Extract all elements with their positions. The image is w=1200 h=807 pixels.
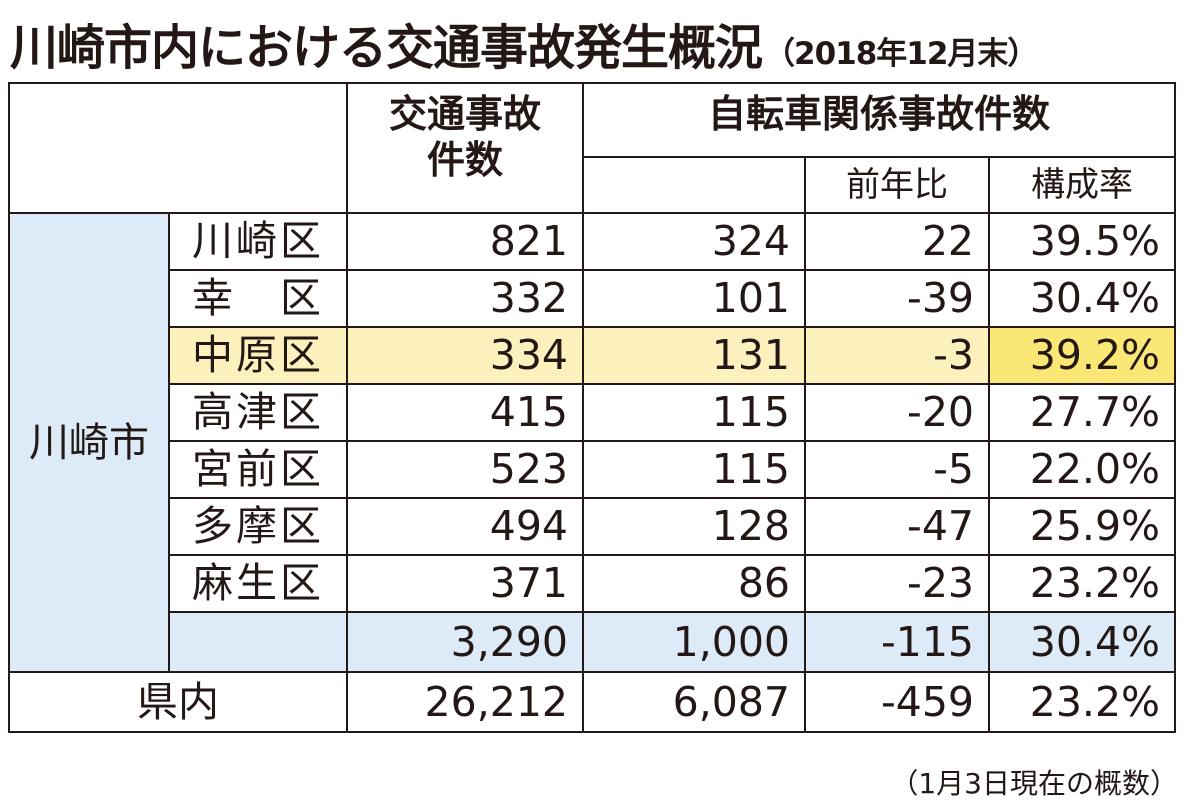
bicycle-cell: 101 — [582, 269, 806, 328]
header-yoy: 前年比 — [804, 156, 990, 214]
footnote: （1月3日現在の概数） — [890, 767, 1178, 800]
accidents-cell: 3,290 — [346, 611, 584, 673]
header-row: 交通事故件数 自転車関係事故件数 — [8, 82, 1176, 214]
header-ratio: 構成率 — [988, 156, 1176, 214]
ratio-cell: 27.7% — [988, 383, 1176, 442]
accidents-cell: 371 — [346, 554, 584, 613]
yoy-cell: -115 — [804, 611, 990, 673]
prefecture-label: 県内 — [8, 671, 348, 733]
ratio-cell: 25.9% — [988, 497, 1176, 556]
subheader-row: 前年比 構成率 — [9, 156, 1176, 214]
table-row-highlighted: 中原区 334 131 -3 39.2% — [9, 326, 1176, 385]
yoy-cell: 22 — [804, 212, 990, 271]
accidents-cell: 415 — [346, 383, 584, 442]
table-row: 幸 区 332 101 -39 30.4% — [9, 269, 1176, 328]
yoy-cell: -23 — [804, 554, 990, 613]
bicycle-cell: 115 — [582, 440, 806, 499]
yoy-cell: -459 — [804, 671, 990, 733]
bicycle-cell: 86 — [582, 554, 806, 613]
title-text: 川崎市内における交通事故発生概況 — [10, 20, 763, 76]
table-row: 麻生区 371 86 -23 23.2% — [9, 554, 1176, 613]
yoy-cell: -5 — [804, 440, 990, 499]
ratio-cell: 39.2% — [988, 326, 1176, 385]
ward-name: 高津区 — [168, 383, 348, 442]
city-total-row: 3,290 1,000 -115 30.4% — [9, 611, 1176, 673]
table-row: 川崎市 川崎区 821 324 22 39.5% — [8, 212, 1176, 673]
ward-name: 宮前区 — [168, 440, 348, 499]
ratio-cell: 23.2% — [988, 671, 1176, 733]
accidents-cell: 821 — [346, 212, 584, 271]
yoy-cell: -39 — [804, 269, 990, 328]
accidents-cell: 494 — [346, 497, 584, 556]
ratio-cell: 30.4% — [988, 611, 1176, 673]
city-label: 川崎市 — [8, 212, 170, 673]
bicycle-cell: 131 — [582, 326, 806, 385]
bicycle-cell: 324 — [582, 212, 806, 271]
title-date: （2018年12月末） — [764, 36, 1038, 72]
bicycle-cell: 128 — [582, 497, 806, 556]
table-row: 宮前区 523 115 -5 22.0% — [9, 440, 1176, 499]
ward-name: 川崎区 — [168, 212, 348, 271]
page-title: 川崎市内における交通事故発生概況 （2018年12月末） — [10, 8, 1038, 76]
accidents-cell: 523 — [346, 440, 584, 499]
accidents-cell: 332 — [346, 269, 584, 328]
accidents-cell: 334 — [346, 326, 584, 385]
table-row: 高津区 415 115 -20 27.7% — [9, 383, 1176, 442]
table-row: 多摩区 494 128 -47 25.9% — [9, 497, 1176, 556]
ratio-cell: 39.5% — [988, 212, 1176, 271]
ward-name: 中原区 — [168, 326, 348, 385]
header-bicycle: 自転車関係事故件数 — [582, 82, 1176, 158]
ward-name: 幸 区 — [168, 269, 348, 328]
bicycle-cell: 115 — [582, 383, 806, 442]
bicycle-cell: 6,087 — [582, 671, 806, 733]
yoy-cell: -3 — [804, 326, 990, 385]
yoy-cell: -20 — [804, 383, 990, 442]
prefecture-row: 県内 26,212 6,087 -459 23.2% — [8, 671, 1176, 733]
subheader-blank — [582, 156, 806, 214]
header-corner — [8, 82, 348, 214]
header-accidents: 交通事故件数 — [346, 82, 584, 214]
accident-table: 交通事故件数 自転車関係事故件数 前年比 構成率 川崎市 川崎区 821 324… — [8, 82, 1176, 733]
ratio-cell: 23.2% — [988, 554, 1176, 613]
ward-name: 麻生区 — [168, 554, 348, 613]
ratio-cell: 30.4% — [988, 269, 1176, 328]
yoy-cell: -47 — [804, 497, 990, 556]
accidents-cell: 26,212 — [346, 671, 584, 733]
bicycle-cell: 1,000 — [582, 611, 806, 673]
city-total-blank — [168, 611, 348, 673]
ratio-cell: 22.0% — [988, 440, 1176, 499]
ward-name: 多摩区 — [168, 497, 348, 556]
